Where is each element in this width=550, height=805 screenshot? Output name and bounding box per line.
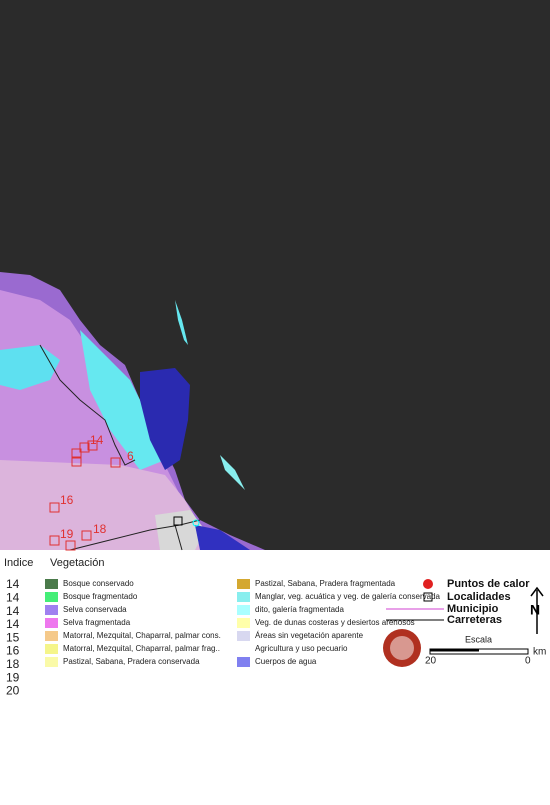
map-label: 6 (127, 449, 134, 463)
north-arrowhead (530, 586, 544, 597)
index-value: 14 (6, 590, 20, 604)
map (0, 272, 265, 551)
legend-label: Selva fragmentada (63, 618, 131, 627)
road (69, 519, 201, 551)
map-labels: 14 6 16 18 19 (60, 433, 134, 541)
legend-swatch (45, 657, 58, 667)
symbol-label: Localidades (447, 591, 511, 603)
symbol-label: Carreteras (447, 614, 502, 626)
legend-label: Veg. de dunas costeras y desiertos areno… (255, 618, 415, 627)
legend-swatch (45, 579, 58, 589)
legend-label: Pastizal, Sabana, Pradera fragmentada (255, 579, 396, 588)
legend-background (0, 550, 550, 800)
vegetation-header: Vegetación (50, 557, 104, 569)
urban (155, 510, 205, 550)
legend-label: Manglar, veg. acuática y veg. de galería… (255, 592, 441, 601)
map-label: 14 (90, 433, 104, 447)
index-value: 18 (6, 657, 20, 671)
symbol-label: Puntos de calor (447, 578, 530, 590)
index-value: 19 (6, 670, 20, 684)
index-value: 14 (6, 617, 20, 631)
legend-swatch (45, 631, 58, 641)
legend-swatch (236, 643, 251, 655)
scale-unit: km (533, 647, 546, 658)
legend-swatch (237, 592, 250, 602)
legend-swatch (237, 605, 250, 615)
locality-symbol (423, 592, 433, 602)
legend-label: dito, galería fragmentada (255, 605, 344, 614)
legend-label: Matorral, Mezquital, Chaparral, palmar f… (63, 644, 220, 653)
symbol-label: Municipio (447, 603, 499, 615)
legend-swatch (45, 618, 58, 628)
index-value: 16 (6, 644, 20, 658)
index-header: Indice (4, 557, 33, 569)
legend-label: Agricultura y uso pecuario (255, 644, 348, 653)
legend-label: Matorral, Mezquital, Chaparral, palmar c… (63, 631, 221, 640)
legend-swatch (237, 631, 250, 641)
legend-swatch (237, 657, 250, 667)
scale-bar-fill (430, 649, 479, 652)
map-label: 19 (60, 527, 74, 541)
mangrove (80, 330, 165, 470)
scale-title: Escala (465, 634, 492, 644)
north-label: N (530, 602, 540, 618)
locality (173, 516, 183, 526)
legend-swatch (45, 592, 58, 602)
logo-inner (390, 636, 414, 660)
legend-swatch (45, 605, 58, 615)
island (220, 455, 245, 490)
mangrove (0, 345, 60, 390)
legend-label: Pastizal, Sabana, Pradera conservada (63, 657, 200, 666)
road (174, 524, 183, 551)
legend-swatch (45, 644, 58, 654)
legend-swatch (237, 579, 250, 589)
legend-label: Cuerpos de agua (255, 657, 317, 666)
index-value: 14 (6, 604, 20, 618)
legend-label: Bosque conservado (63, 579, 134, 588)
marker (192, 519, 200, 527)
index-value: 15 (6, 630, 20, 644)
road (39, 344, 136, 466)
water (195, 525, 250, 550)
index-value: 20 (6, 684, 20, 698)
legend: Indice Vegetación141414141516181920Bosque… (4, 557, 546, 698)
lagoon (140, 368, 190, 470)
index-value: 14 (6, 577, 20, 591)
map-label: 18 (93, 522, 107, 536)
hotspot-symbol (423, 579, 433, 589)
hotspots (49, 440, 121, 551)
legend-label: Selva conservada (63, 605, 127, 614)
legend-label: Bosque fragmentado (63, 592, 138, 601)
legend-swatch (237, 618, 250, 628)
scale-left: 20 (425, 656, 437, 667)
map-label: 16 (60, 493, 74, 507)
legend-label: Áreas sin vegetación aparente (255, 631, 364, 640)
scale-right: 0 (525, 656, 531, 667)
island (175, 300, 188, 345)
